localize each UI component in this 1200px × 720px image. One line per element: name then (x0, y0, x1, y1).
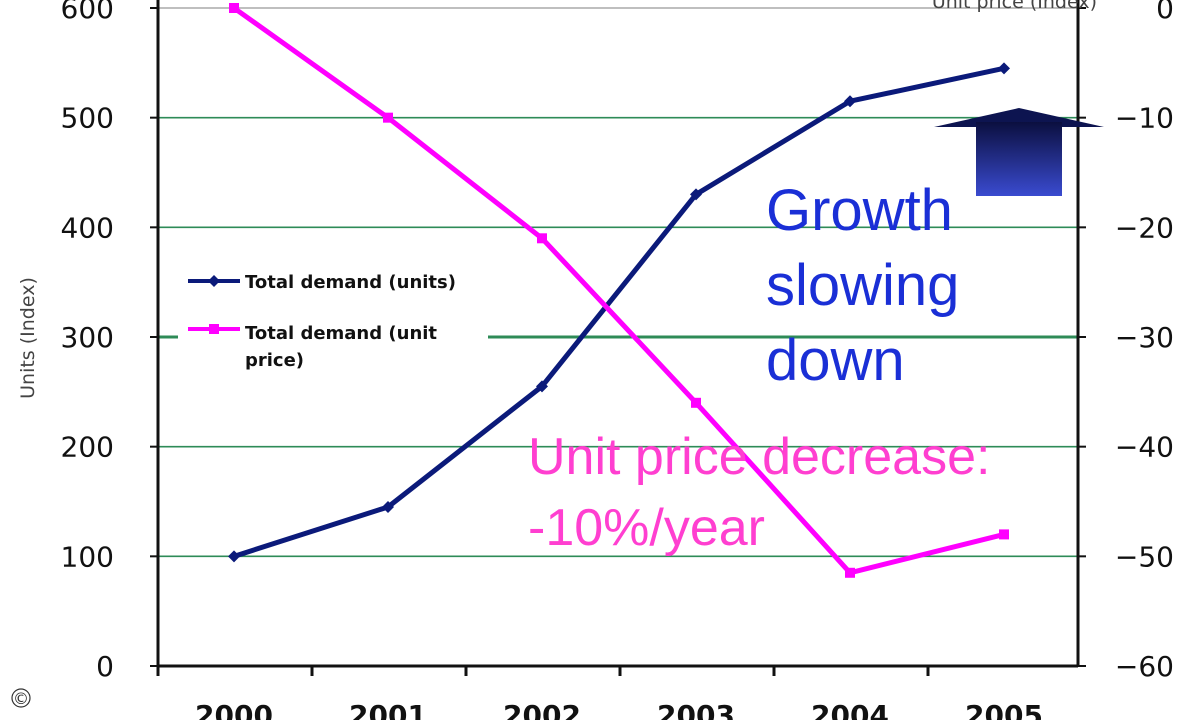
x-tick-label: 2003 (657, 699, 735, 720)
y2-tick-label: −30 (1115, 321, 1174, 354)
y-axis-title: Units (Index) (17, 277, 39, 399)
legend-label-units: Total demand (units) (245, 272, 456, 293)
y-tick-label: 200 (61, 431, 114, 464)
data-point-price (999, 529, 1009, 540)
x-axis-ticks: 2000 2001 2002 2003 2004 2005 (156, 666, 1043, 720)
legend: Total demand (units) Total demand (unit … (178, 258, 488, 378)
annotation-growth: Growth slowing down (766, 178, 959, 393)
y2-tick-label: −40 (1115, 431, 1174, 464)
y2-tick-label: 0 (1156, 0, 1174, 25)
data-point-units (228, 550, 240, 563)
data-point-units (998, 62, 1010, 75)
data-point-units (844, 95, 856, 108)
y2-tick-label: −20 (1115, 211, 1174, 244)
y-tick-label: 600 (61, 0, 114, 25)
y2-axis-ticks: 0 −10 −20 −30 −40 −50 −60 (1078, 0, 1174, 683)
y2-tick-label: −60 (1115, 650, 1174, 683)
annotation-growth-line-1: Growth (766, 178, 953, 243)
y-tick-label: 300 (61, 321, 114, 354)
series-line-price (232, 5, 1005, 576)
legend-label-price: Total demand (unit price) (245, 323, 443, 371)
legend-marker-diamond (208, 275, 220, 287)
x-tick-label: 2005 (965, 699, 1043, 720)
y2-tick-label: −10 (1115, 102, 1174, 135)
data-point-units (382, 500, 394, 513)
data-point-price (229, 3, 239, 13)
x-tick-label: 2001 (349, 699, 427, 720)
annotation-price: Unit price decrease: -10%/year (528, 428, 990, 557)
y-tick-label: 400 (61, 211, 114, 244)
series (228, 3, 1010, 578)
y-tick-label: 100 (61, 540, 114, 573)
data-point-units (690, 188, 702, 201)
annotation-growth-line-2: slowing (766, 253, 959, 318)
y2-tick-label: −50 (1115, 540, 1174, 573)
data-point-price (691, 397, 701, 408)
y-tick-label: 500 (61, 102, 114, 135)
x-tick-label: 2000 (195, 699, 273, 720)
legend-item-units: Total demand (units) (188, 272, 456, 293)
series-line-units (233, 65, 1005, 559)
annotation-price-line-2: -10%/year (528, 499, 765, 557)
legend-box (178, 258, 488, 378)
annotation-price-line-1: Unit price decrease: (528, 428, 990, 486)
x-tick-label: 2004 (811, 699, 889, 720)
y-tick-label: 0 (96, 650, 114, 683)
legend-item-price: Total demand (unit price) (188, 323, 443, 371)
up-arrow (934, 108, 1104, 196)
copyright-badge: © (11, 688, 31, 708)
copyright-symbol: © (13, 689, 29, 708)
y2-axis-title: Unit price (Index) (932, 0, 1097, 13)
y-axis-ticks: 0 100 200 300 400 500 600 (61, 0, 158, 683)
x-tick-label: 2002 (503, 699, 581, 720)
annotation-growth-line-3: down (766, 328, 905, 393)
data-point-units (536, 380, 548, 393)
data-point-price (383, 112, 393, 123)
data-point-price (537, 233, 547, 244)
data-point-price (845, 567, 855, 578)
legend-marker-square (209, 324, 219, 334)
